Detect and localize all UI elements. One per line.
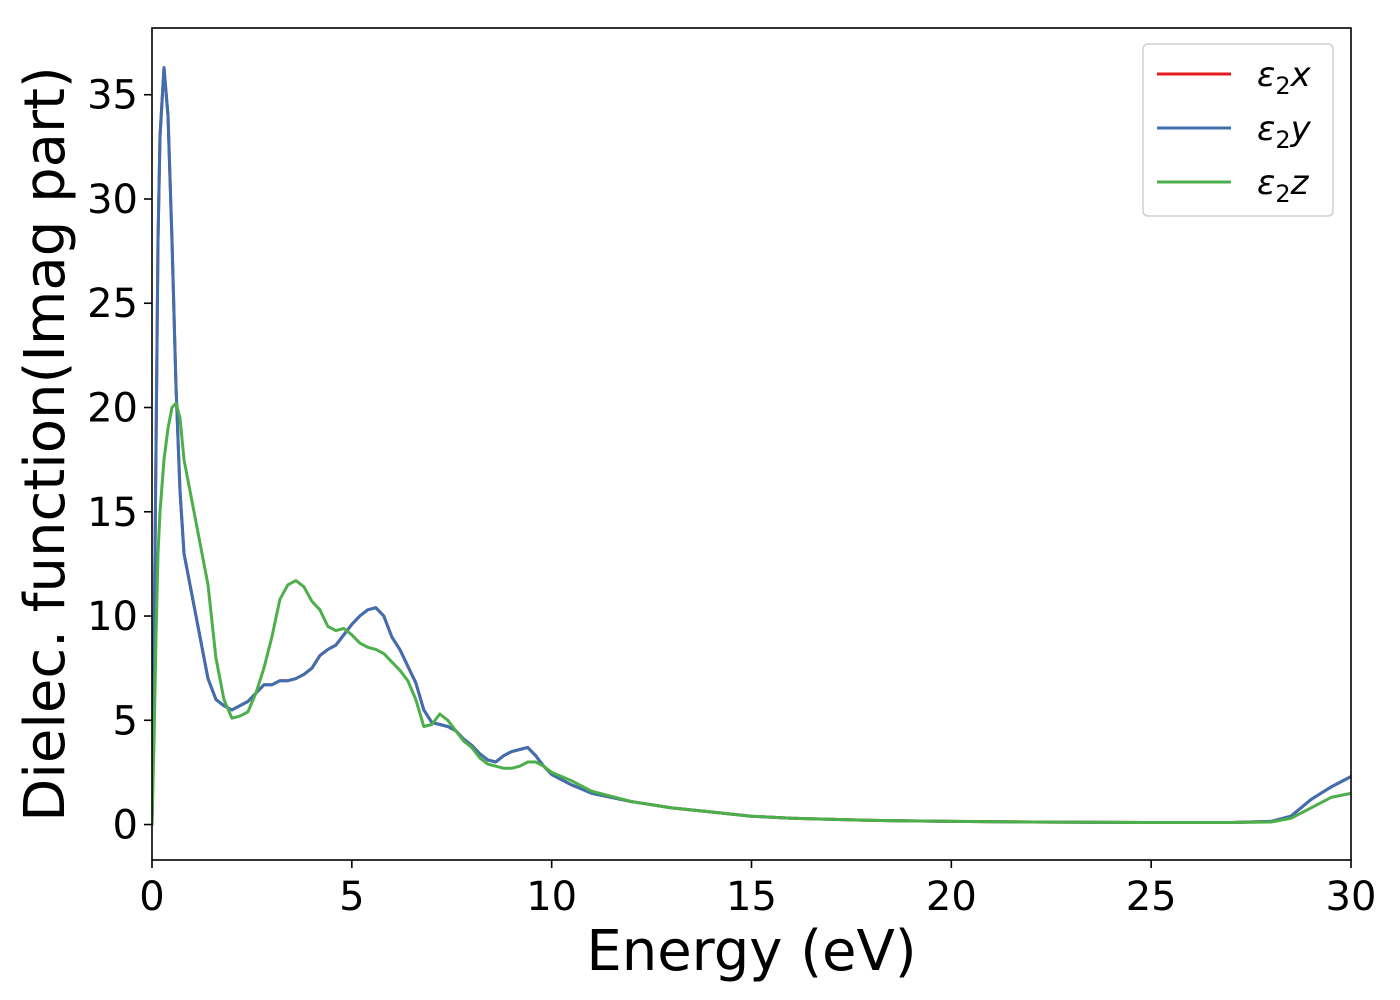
legend-label-x: ε2x <box>1257 55 1312 100</box>
x-tick-label: 10 <box>526 874 577 920</box>
y-tick-label: 0 <box>113 803 138 849</box>
x-tick-label: 20 <box>926 874 977 920</box>
y-tick-label: 35 <box>87 73 138 119</box>
legend-label-z: ε2z <box>1257 163 1310 208</box>
y-axis-ticks: 0 5 10 15 20 25 30 35 <box>87 73 152 849</box>
y-tick-label: 10 <box>87 594 138 640</box>
y-tick-label: 20 <box>87 386 138 432</box>
x-tick-label: 15 <box>726 874 777 920</box>
y-tick-label: 30 <box>87 177 138 223</box>
y-tick-label: 5 <box>113 698 138 744</box>
x-tick-label: 25 <box>1126 874 1177 920</box>
legend-label-y: ε2y <box>1257 109 1312 154</box>
series-lines <box>152 66 1351 827</box>
y-tick-label: 15 <box>87 490 138 536</box>
y-axis-label: Dielec. function(Imag part) <box>13 66 78 822</box>
y-tick-label: 25 <box>87 281 138 327</box>
x-axis-ticks: 0 5 10 15 20 25 30 <box>139 860 1376 920</box>
legend-box <box>1142 43 1334 217</box>
x-tick-label: 30 <box>1326 874 1377 920</box>
series-line-z <box>152 401 1351 827</box>
legend: ε2x ε2y ε2z <box>1142 43 1334 217</box>
x-tick-label: 5 <box>339 874 364 920</box>
x-tick-label: 0 <box>139 874 164 920</box>
x-axis-label: Energy (eV) <box>586 919 916 984</box>
